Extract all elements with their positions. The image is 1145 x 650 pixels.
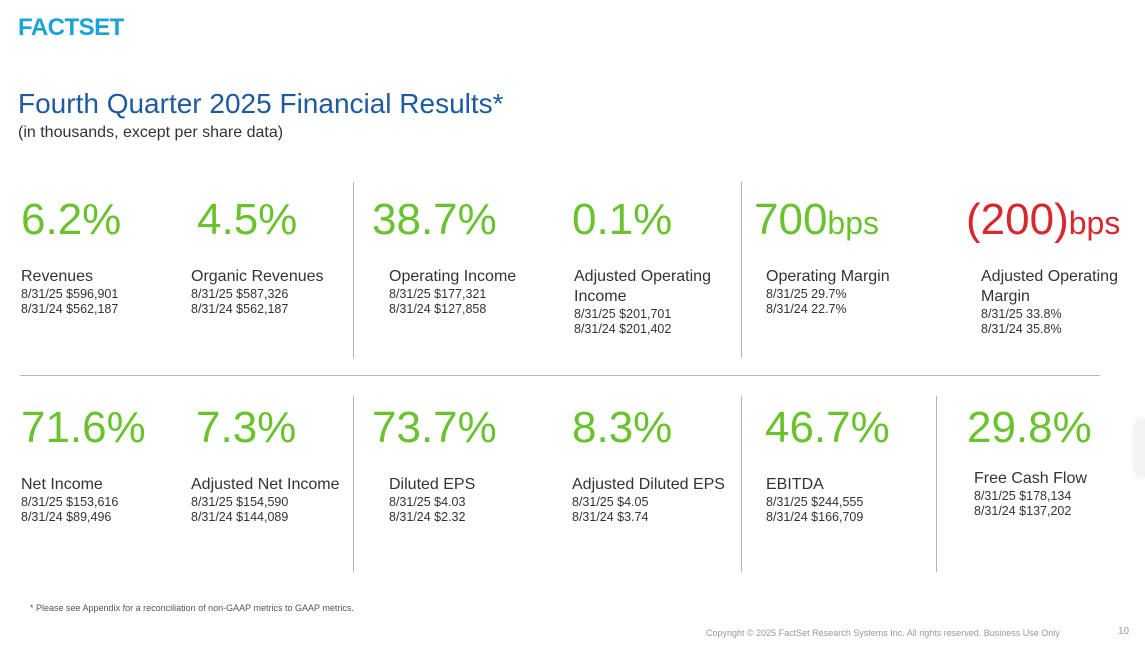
metric-prior: 8/31/24 $144,089 bbox=[191, 510, 289, 524]
metric-value: 73.7% bbox=[372, 403, 497, 452]
metric-current: 8/31/25 $4.03 bbox=[389, 495, 466, 509]
metric-free-cash-flow: 29.8% Free Cash Flow 8/31/25 $178,134 8/… bbox=[967, 404, 1092, 519]
metric-label: Adjusted Net Income bbox=[191, 476, 340, 493]
metric-current: 8/31/25 $201,701 bbox=[574, 307, 672, 321]
metric-label: Net Income bbox=[21, 476, 103, 493]
metric-prior: 8/31/24 $2.32 bbox=[389, 510, 466, 524]
metric-value: 700bps bbox=[754, 195, 880, 244]
factset-logo: FACTSET bbox=[18, 14, 124, 41]
metric-value: 38.7% bbox=[372, 195, 497, 244]
metric-prior: 8/31/24 $137,202 bbox=[974, 504, 1072, 518]
page-number: 10 bbox=[1118, 626, 1130, 637]
metric-prior: 8/31/24 35.8% bbox=[981, 322, 1062, 336]
metric-prior: 8/31/24 22.7% bbox=[766, 302, 847, 316]
metric-adjusted-diluted-eps: 8.3% Adjusted Diluted EPS 8/31/25 $4.05 … bbox=[572, 404, 725, 525]
metric-prior: 8/31/24 $201,402 bbox=[574, 322, 672, 336]
metric-prior: 8/31/24 $166,709 bbox=[766, 510, 864, 524]
metric-label: Adjusted Operating Margin bbox=[981, 268, 1118, 305]
metric-prior: 8/31/24 $3.74 bbox=[572, 510, 649, 524]
column-divider bbox=[741, 396, 742, 572]
metric-adjusted-operating-margin: (200)bps Adjusted Operating Margin 8/31/… bbox=[966, 196, 1126, 337]
metric-label: Diluted EPS bbox=[389, 476, 476, 493]
metric-label: Adjusted Diluted EPS bbox=[572, 476, 725, 493]
metric-adjusted-operating-income: 0.1% Adjusted Operating Income 8/31/25 $… bbox=[572, 196, 732, 337]
metric-revenues: 6.2% Revenues 8/31/25 $596,901 8/31/24 $… bbox=[21, 196, 121, 317]
page-title: Fourth Quarter 2025 Financial Results* bbox=[18, 88, 504, 119]
metric-value: 71.6% bbox=[21, 403, 146, 452]
column-divider bbox=[353, 182, 354, 358]
metric-current: 8/31/25 $587,326 bbox=[191, 287, 289, 301]
metric-ebitda: 46.7% EBITDA 8/31/25 $244,555 8/31/24 $1… bbox=[765, 404, 890, 525]
metric-value: 0.1% bbox=[572, 195, 673, 244]
metric-label: Operating Income bbox=[389, 268, 517, 285]
side-edge-tab bbox=[1135, 418, 1145, 478]
metric-prior: 8/31/24 $562,187 bbox=[191, 302, 289, 316]
metric-value: 46.7% bbox=[765, 403, 890, 452]
column-divider bbox=[741, 182, 742, 358]
metric-current: 8/31/25 $178,134 bbox=[974, 489, 1072, 503]
metric-diluted-eps: 73.7% Diluted EPS 8/31/25 $4.03 8/31/24 … bbox=[372, 404, 497, 525]
metric-prior: 8/31/24 $127,858 bbox=[389, 302, 487, 316]
column-divider bbox=[353, 396, 354, 572]
metric-operating-margin: 700bps Operating Margin 8/31/25 29.7% 8/… bbox=[754, 196, 890, 317]
metric-current: 8/31/25 $154,590 bbox=[191, 495, 289, 509]
metric-prior: 8/31/24 $89,496 bbox=[21, 510, 112, 524]
column-divider bbox=[936, 396, 937, 572]
metric-value: 7.3% bbox=[196, 403, 297, 452]
metric-operating-income: 38.7% Operating Income 8/31/25 $177,321 … bbox=[372, 196, 516, 317]
metric-current: 8/31/25 $4.05 bbox=[572, 495, 649, 509]
metric-net-income: 71.6% Net Income 8/31/25 $153,616 8/31/2… bbox=[21, 404, 146, 525]
footnote: * Please see Appendix for a reconciliati… bbox=[30, 603, 354, 613]
metric-current: 8/31/25 33.8% bbox=[981, 307, 1062, 321]
metric-label: Operating Margin bbox=[766, 268, 890, 285]
metric-current: 8/31/25 $596,901 bbox=[21, 287, 119, 301]
metric-value: 6.2% bbox=[21, 195, 122, 244]
row-divider bbox=[20, 375, 1100, 376]
metric-value: 29.8% bbox=[967, 403, 1092, 452]
metric-label: EBITDA bbox=[766, 476, 824, 493]
metric-label: Revenues bbox=[21, 268, 94, 285]
metric-value: 8.3% bbox=[572, 403, 673, 452]
metric-prior: 8/31/24 $562,187 bbox=[21, 302, 119, 316]
metric-current: 8/31/25 $177,321 bbox=[389, 287, 487, 301]
copyright: Copyright © 2025 FactSet Research System… bbox=[706, 628, 1060, 638]
metric-organic-revenues: 4.5% Organic Revenues 8/31/25 $587,326 8… bbox=[191, 195, 324, 317]
metric-current: 8/31/25 $244,555 bbox=[766, 495, 864, 509]
metric-label: Organic Revenues bbox=[191, 268, 324, 285]
metric-label: Adjusted Operating Income bbox=[574, 268, 711, 305]
metric-label: Free Cash Flow bbox=[974, 470, 1087, 487]
metric-value: (200)bps bbox=[966, 195, 1121, 244]
page-subtitle: (in thousands, except per share data) bbox=[18, 124, 284, 141]
metric-value: 4.5% bbox=[197, 195, 298, 244]
metric-current: 8/31/25 $153,616 bbox=[21, 495, 119, 509]
metric-adjusted-net-income: 7.3% Adjusted Net Income 8/31/25 $154,59… bbox=[191, 403, 340, 525]
metric-current: 8/31/25 29.7% bbox=[766, 287, 847, 301]
